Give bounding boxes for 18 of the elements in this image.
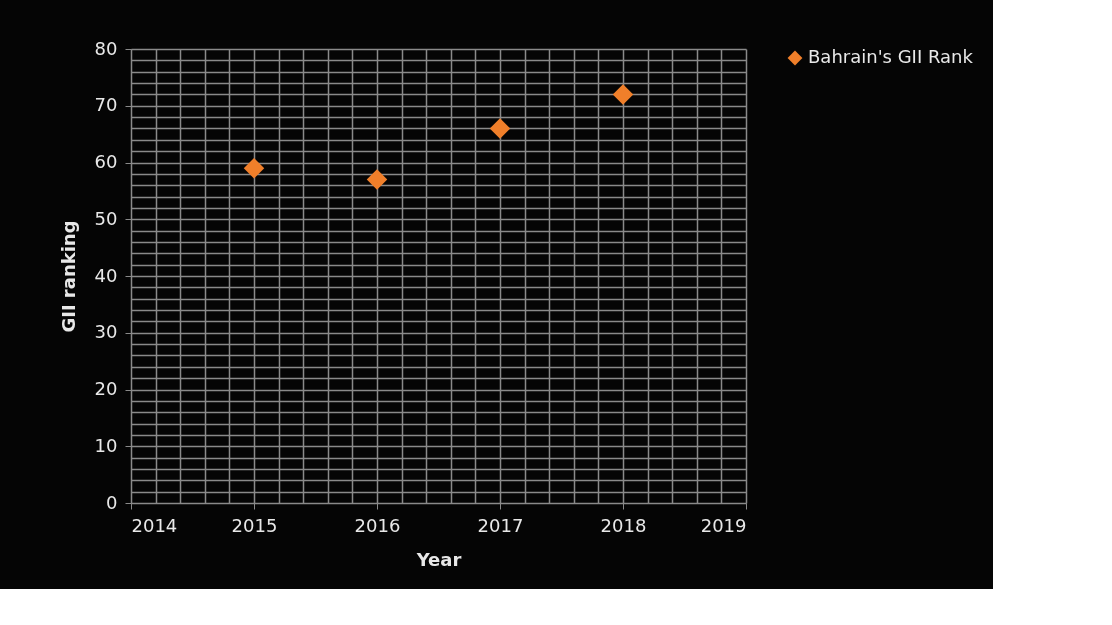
y-axis-title: GII ranking <box>57 220 79 333</box>
y-tick-label: 20 <box>94 378 118 399</box>
y-tick-label: 70 <box>94 94 118 116</box>
x-axis-title: Year <box>415 548 462 570</box>
y-tick-label: 80 <box>94 37 118 59</box>
x-tick-label: 2015 <box>231 514 278 536</box>
y-tick-label: 50 <box>94 207 118 229</box>
y-tick-label: 60 <box>94 151 118 172</box>
y-tick-label: 30 <box>94 321 118 343</box>
x-tick-label: 2019 <box>700 514 747 536</box>
y-tick-label: 10 <box>94 434 118 456</box>
y-tick-label: 40 <box>94 264 118 286</box>
legend-label: Bahrain's GII Rank <box>808 46 974 67</box>
x-tick-label: 2017 <box>477 514 524 536</box>
x-tick-label: 2018 <box>600 514 647 536</box>
x-tick-label: 2016 <box>354 514 401 536</box>
y-tick-label: 0 <box>106 491 118 513</box>
x-tick-label: 2014 <box>131 514 178 536</box>
